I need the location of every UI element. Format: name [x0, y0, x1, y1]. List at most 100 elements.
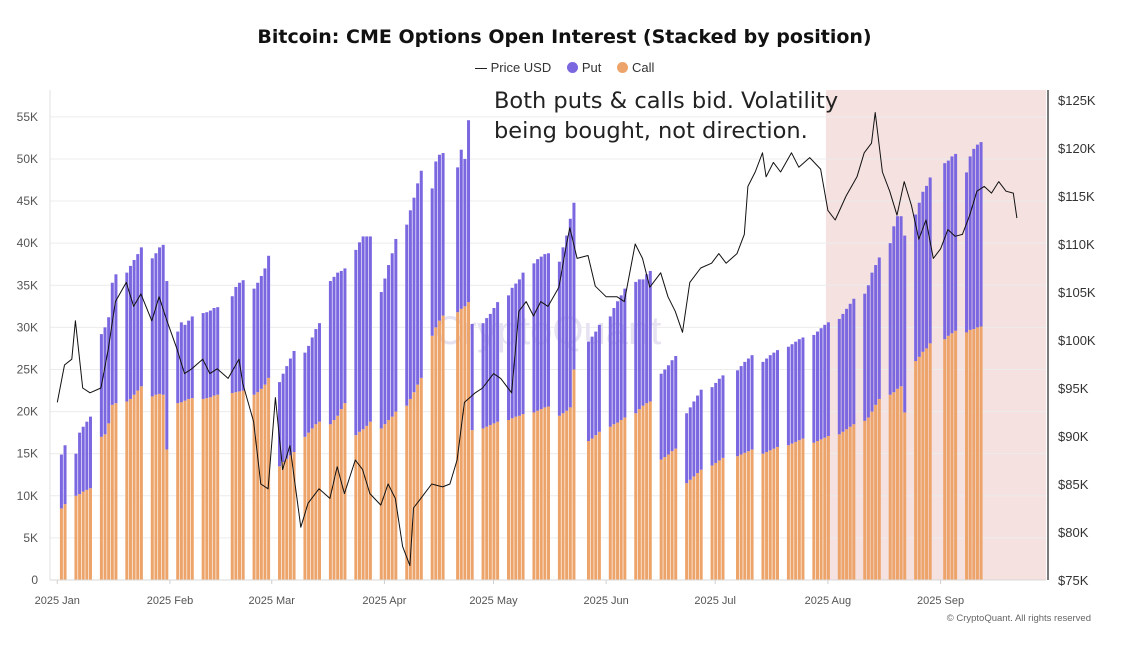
call-bar — [387, 420, 391, 580]
put-bar — [485, 318, 489, 427]
put-bar — [430, 188, 434, 336]
put-bar — [863, 293, 867, 421]
put-bar — [586, 341, 590, 442]
put-bar — [161, 244, 165, 395]
put-bar — [481, 323, 485, 429]
put-bar — [521, 272, 525, 415]
call-bar — [594, 435, 598, 580]
put-bar — [750, 355, 754, 450]
put-bar — [739, 366, 743, 455]
put-bar — [848, 303, 852, 427]
put-bar — [608, 316, 612, 427]
put-bar — [125, 272, 129, 402]
put-bar — [623, 288, 627, 418]
put-bar — [361, 236, 365, 430]
put-bar — [903, 235, 907, 413]
call-bar — [965, 332, 969, 580]
put-bar — [390, 253, 394, 417]
put-dot-swatch — [566, 62, 578, 73]
legend-item-put[interactable]: Put — [566, 60, 601, 75]
put-bar — [259, 276, 263, 389]
call-bar — [648, 401, 652, 580]
put-bar — [568, 218, 572, 408]
call-bar — [557, 415, 561, 580]
y-right-tick-label: $125K — [1058, 93, 1096, 108]
put-bar — [815, 331, 819, 442]
put-bar — [594, 331, 598, 436]
put-bar — [874, 265, 878, 405]
put-bar — [328, 281, 332, 425]
call-bar — [826, 436, 830, 580]
put-bar — [921, 191, 925, 352]
call-bar — [368, 421, 372, 580]
put-bar — [539, 256, 543, 410]
y-right-tick-label: $120K — [1058, 141, 1096, 156]
call-bar — [623, 417, 627, 580]
y-left-tick-label: 0 — [31, 573, 38, 587]
put-bar — [110, 282, 114, 405]
call-bar — [78, 494, 82, 580]
call-bar — [278, 466, 282, 580]
call-bar — [634, 413, 638, 580]
call-bar — [645, 403, 649, 580]
y-right-tick-label: $110K — [1058, 237, 1095, 252]
put-bar — [895, 216, 899, 389]
put-bar — [336, 272, 340, 416]
call-bar — [666, 454, 670, 580]
call-bar — [688, 479, 692, 580]
x-tick-label: 2025 Sep — [917, 595, 964, 607]
call-bar — [190, 398, 194, 580]
put-bar — [899, 216, 903, 387]
legend-item-price[interactable]: Price USD — [474, 60, 551, 75]
put-bar — [794, 341, 798, 442]
call-bar — [361, 429, 365, 580]
call-bar — [339, 409, 343, 580]
put-bar — [310, 337, 314, 429]
put-bar — [383, 278, 387, 425]
put-bar — [507, 295, 511, 420]
call-bar — [158, 393, 162, 580]
call-bar — [419, 377, 423, 580]
put-bar — [314, 329, 318, 425]
put-bar — [292, 350, 296, 452]
call-bar — [314, 424, 318, 580]
put-bar — [441, 153, 445, 316]
call-bar — [761, 453, 765, 580]
call-bar — [110, 404, 114, 580]
call-bar — [416, 384, 420, 580]
call-bar — [307, 432, 311, 580]
put-bar — [670, 360, 674, 452]
put-bar — [634, 281, 638, 414]
call-bar — [176, 403, 180, 580]
call-bar — [208, 397, 212, 580]
call-bar — [848, 426, 852, 580]
y-left-tick-label: 30K — [17, 320, 38, 334]
call-bar — [412, 392, 416, 580]
call-bar — [946, 335, 950, 580]
price-line-layer — [56, 112, 1018, 567]
call-bar — [205, 398, 209, 580]
call-bar — [815, 441, 819, 580]
put-bar — [230, 296, 234, 394]
call-bar — [430, 335, 434, 580]
highlight-region — [825, 90, 1046, 580]
call-bar — [354, 435, 358, 580]
put-bar — [492, 308, 496, 424]
put-bar — [914, 214, 918, 362]
put-bar — [645, 274, 649, 404]
highlight-region-layer — [825, 90, 1046, 580]
put-bar — [717, 378, 721, 461]
put-bar — [234, 286, 238, 393]
y-right-tick-label: $85K — [1058, 477, 1089, 492]
y-right-tick-label: $100K — [1058, 333, 1096, 348]
legend-item-call[interactable]: Call — [617, 60, 654, 75]
price-line-swatch — [474, 68, 487, 70]
put-bar — [78, 432, 82, 495]
y-left-tick-label: 15K — [17, 447, 38, 461]
call-bar — [852, 424, 856, 580]
put-bar — [59, 454, 63, 509]
put-bar — [158, 247, 162, 394]
put-bar — [496, 302, 500, 422]
put-bar — [721, 375, 725, 458]
call-bar — [943, 339, 947, 580]
